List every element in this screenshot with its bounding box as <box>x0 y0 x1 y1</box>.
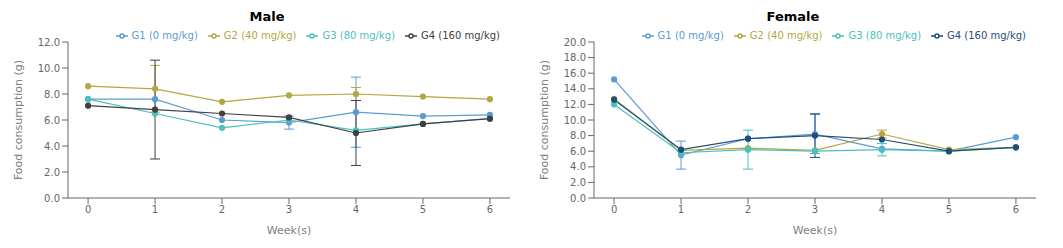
svg-text:3: 3 <box>812 204 818 215</box>
svg-text:6.0: 6.0 <box>44 115 60 126</box>
svg-text:20.0: 20.0 <box>564 37 586 48</box>
html-text:Female: Female <box>766 9 820 24</box>
svg-text:2.0: 2.0 <box>44 167 60 178</box>
html-text:G1 (0 mg/kg): G1 (0 mg/kg) <box>657 30 724 41</box>
svg-text:6: 6 <box>1013 204 1019 215</box>
svg-text:3: 3 <box>286 204 292 215</box>
svg-text:0.0: 0.0 <box>570 193 586 204</box>
svg-text:10.0: 10.0 <box>564 115 586 126</box>
svg-text:2.0: 2.0 <box>570 177 586 188</box>
svg-text:0: 0 <box>611 204 617 215</box>
svg-text:4.0: 4.0 <box>44 141 60 152</box>
html-text:G4 (160 mg/kg): G4 (160 mg/kg) <box>947 30 1026 41</box>
svg-text:14.0: 14.0 <box>564 83 586 94</box>
svg-text:1: 1 <box>152 204 158 215</box>
html-text:G3 (80 mg/kg): G3 (80 mg/kg) <box>848 30 921 41</box>
svg-text:0: 0 <box>85 204 91 215</box>
svg-text:5: 5 <box>946 204 952 215</box>
svg-text:8.0: 8.0 <box>570 130 586 141</box>
svg-text:8.0: 8.0 <box>44 89 60 100</box>
html-text:Male: Male <box>249 9 285 24</box>
svg-text:Food consumption (g): Food consumption (g) <box>12 60 25 180</box>
svg-text:Week(s): Week(s) <box>793 224 837 237</box>
svg-text:12.0: 12.0 <box>564 99 586 110</box>
svg-text:5: 5 <box>420 204 426 215</box>
svg-text:0.0: 0.0 <box>44 193 60 204</box>
svg-text:16.0: 16.0 <box>564 68 586 79</box>
html-text:G2 (40 mg/kg): G2 (40 mg/kg) <box>749 30 823 41</box>
svg-text:6.0: 6.0 <box>570 146 586 157</box>
svg-text:6: 6 <box>487 204 493 215</box>
svg-text:Food consumption (g): Food consumption (g) <box>538 60 551 180</box>
svg-text:10.0: 10.0 <box>38 63 60 74</box>
svg-text:2: 2 <box>219 204 225 215</box>
svg-text:2: 2 <box>745 204 751 215</box>
svg-text:12.0: 12.0 <box>38 37 60 48</box>
svg-text:1: 1 <box>678 204 684 215</box>
html-text:G1 (0 mg/kg): G1 (0 mg/kg) <box>131 30 198 41</box>
svg-text:4.0: 4.0 <box>570 161 586 172</box>
svg-text:4: 4 <box>879 204 885 215</box>
html-text:G3 (80 mg/kg): G3 (80 mg/kg) <box>322 30 395 41</box>
html-text:G2 (40 mg/kg): G2 (40 mg/kg) <box>223 30 297 41</box>
html-text:G4 (160 mg/kg): G4 (160 mg/kg) <box>421 30 500 41</box>
svg-text:4: 4 <box>353 204 359 215</box>
svg-text:18.0: 18.0 <box>564 52 586 63</box>
svg-text:Week(s): Week(s) <box>267 224 311 237</box>
